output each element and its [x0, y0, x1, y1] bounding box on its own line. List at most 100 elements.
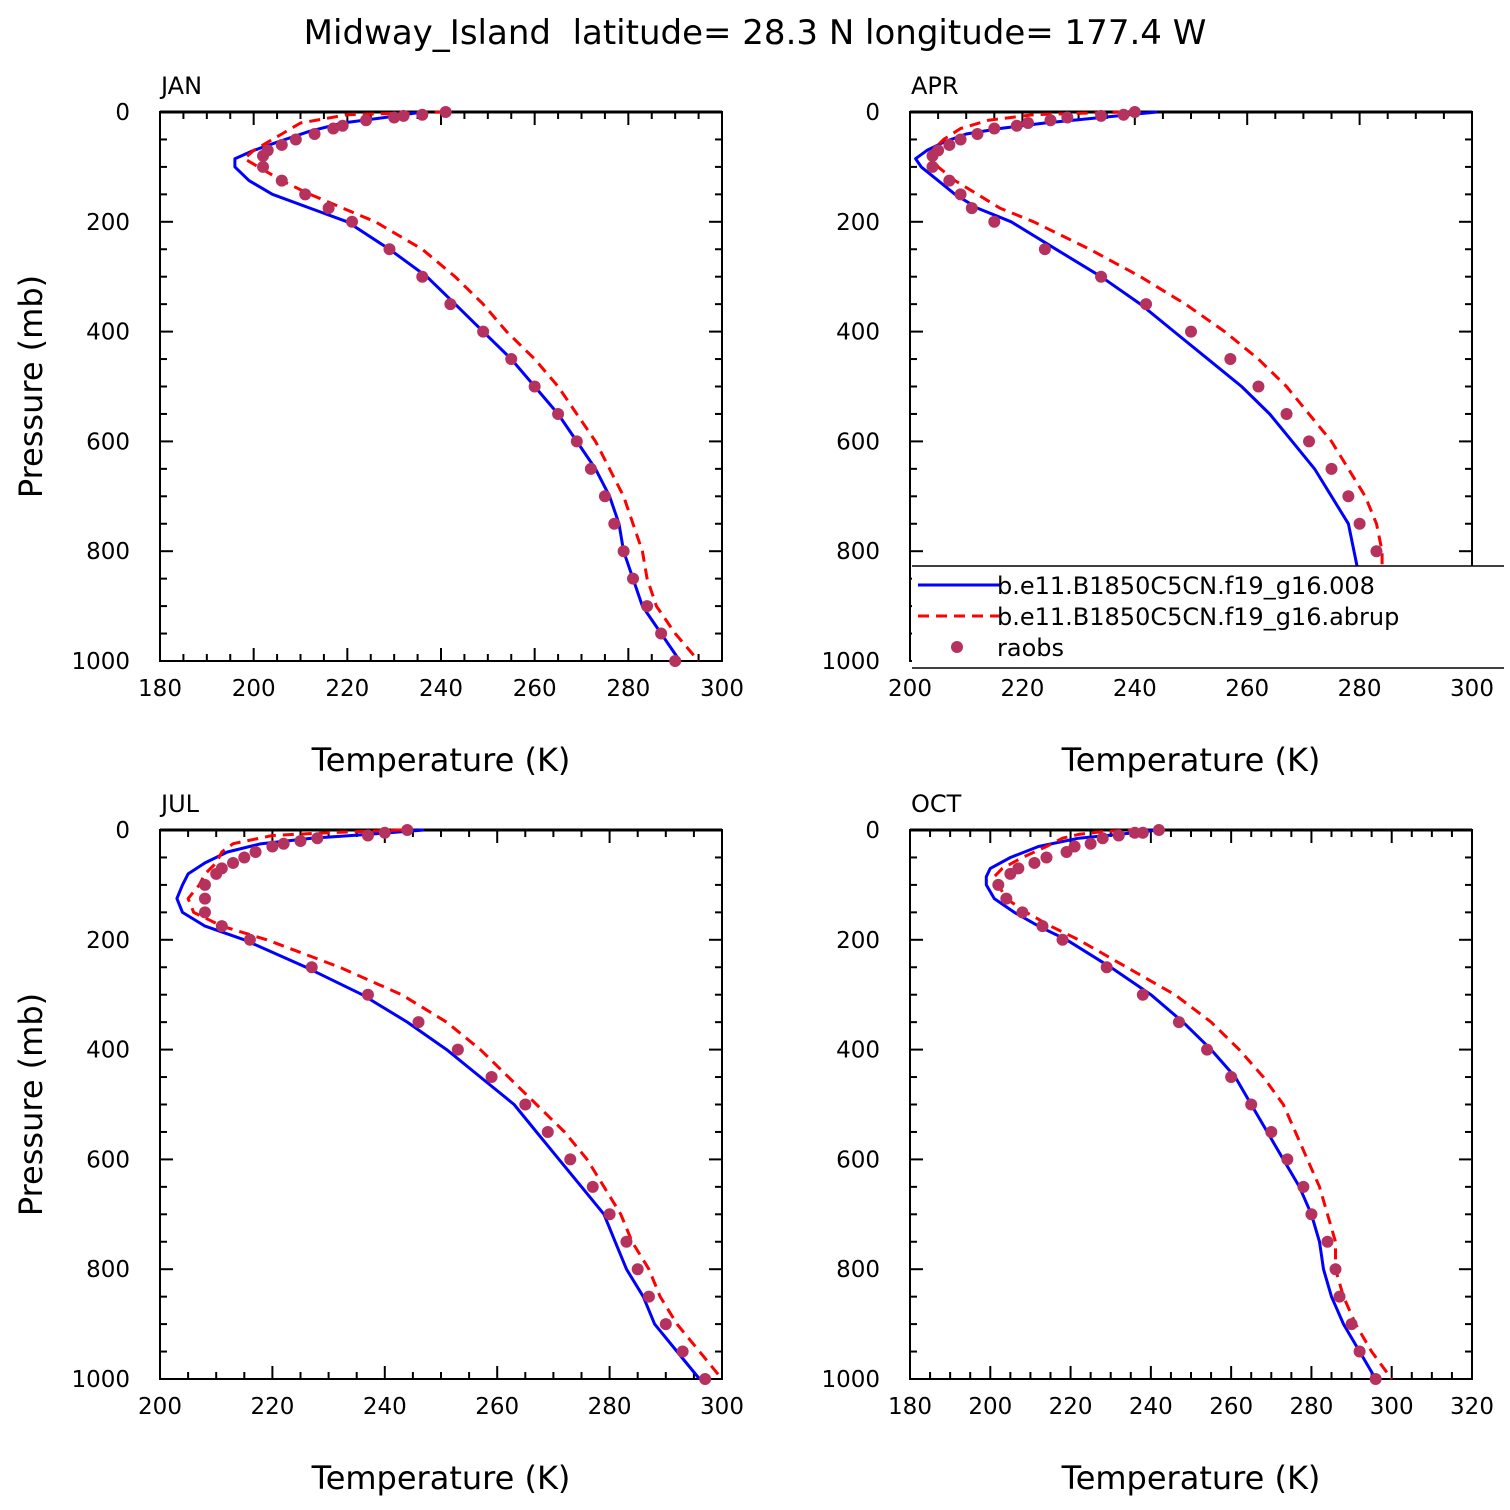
raobs-marker: [1172, 1016, 1185, 1029]
raobs-marker: [1022, 116, 1035, 129]
raobs-marker: [586, 1180, 599, 1193]
raobs-marker: [412, 1016, 425, 1029]
raobs-marker: [1140, 298, 1153, 311]
raobs-marker: [1117, 108, 1130, 121]
y-tick-label: 0: [115, 100, 130, 126]
x-tick-label: 240: [1129, 1394, 1173, 1420]
raobs-marker: [361, 988, 374, 1001]
x-tick-label: 220: [250, 1394, 294, 1420]
raobs-marker: [699, 1373, 712, 1385]
raobs-marker: [1152, 824, 1165, 836]
x-tick-label: 280: [588, 1394, 632, 1420]
raobs-marker: [1100, 961, 1113, 974]
raobs-marker: [1136, 988, 1149, 1001]
panel-jul: 200 220 240 260 280 300 0 200 400 600 800 1000 Tempe…: [12, 790, 744, 1497]
y-tick-label: 600: [836, 1147, 880, 1173]
raobs-marker: [1333, 1290, 1346, 1303]
x-tick-label: 220: [1049, 1394, 1093, 1420]
raobs-marker: [564, 1153, 577, 1166]
y-tick-label: 1000: [821, 1367, 880, 1393]
y-tick-label: 400: [86, 320, 130, 346]
y-tick-label: 1000: [821, 649, 880, 675]
y-tick-label: 1000: [71, 1367, 130, 1393]
raobs-marker: [1297, 1180, 1310, 1193]
raobs-marker: [659, 1318, 672, 1331]
raobs-marker: [322, 202, 335, 215]
raobs-marker: [988, 215, 1001, 228]
y-tick-label: 600: [836, 429, 880, 455]
x-tick-label: 260: [513, 676, 557, 702]
raobs-marker: [603, 1208, 616, 1221]
raobs-marker: [275, 174, 288, 187]
y-tick-label: 0: [865, 100, 880, 126]
raobs-marker: [1345, 1318, 1358, 1331]
y-tick-label: 800: [86, 539, 130, 565]
raobs-marker: [383, 243, 396, 256]
raobs-marker: [1061, 111, 1074, 124]
y-tick-label: 400: [86, 1038, 130, 1064]
raobs-marker: [215, 920, 228, 933]
raobs-marker: [238, 851, 251, 864]
y-axis-title: Pressure (mb): [12, 275, 50, 498]
raobs-marker: [1060, 845, 1073, 858]
series-line-control: [175, 828, 701, 1380]
raobs-marker: [416, 108, 429, 121]
raobs-marker: [1004, 867, 1017, 880]
raobs-marker: [1353, 1345, 1366, 1358]
raobs-marker: [257, 149, 270, 162]
raobs-marker: [1201, 1043, 1214, 1056]
raobs-marker: [227, 856, 240, 869]
raobs-marker: [552, 407, 565, 420]
raobs-marker: [641, 600, 654, 613]
y-axis-title: Pressure (mb): [12, 993, 50, 1216]
x-axis-title: Temperature (K): [311, 741, 571, 779]
raobs-marker: [305, 961, 318, 974]
legend-label: b.e11.B1850C5CN.f19_g16.abrup: [997, 603, 1399, 631]
raobs-marker: [620, 1235, 633, 1248]
raobs-marker: [1245, 1098, 1258, 1111]
figure-title: Midway_Island latitude= 28.3 N longitude…: [304, 13, 1207, 53]
raobs-marker: [1252, 380, 1265, 393]
raobs-marker: [198, 878, 211, 891]
panel-label: APR: [911, 72, 959, 100]
raobs-marker: [1185, 325, 1197, 338]
raobs-marker: [1225, 1071, 1238, 1084]
raobs-marker: [1342, 490, 1355, 503]
raobs-marker: [1084, 837, 1097, 850]
raobs-marker: [1010, 119, 1023, 132]
raobs-marker: [954, 188, 967, 201]
plot-area: [175, 824, 722, 1385]
panel-label: OCT: [911, 790, 962, 818]
raobs-marker: [1038, 243, 1051, 256]
raobs-marker: [1329, 1263, 1342, 1276]
plot-area: [984, 824, 1393, 1385]
raobs-marker: [477, 325, 490, 338]
x-tick-label: 280: [1289, 1394, 1333, 1420]
raobs-marker: [266, 840, 279, 853]
x-axis-title: Temperature (K): [1061, 741, 1321, 779]
raobs-marker: [926, 149, 939, 162]
x-tick-label: 300: [1370, 1394, 1414, 1420]
raobs-marker: [631, 1263, 644, 1276]
raobs-marker: [249, 845, 262, 858]
raobs-marker: [1128, 826, 1141, 839]
y-tick-label: 800: [836, 539, 880, 565]
raobs-marker: [570, 435, 583, 448]
raobs-marker: [485, 1071, 498, 1084]
plot-area: [233, 106, 700, 667]
x-tick-label: 320: [1450, 1394, 1494, 1420]
raobs-marker: [1040, 851, 1053, 864]
raobs-marker: [451, 1043, 464, 1056]
y-tick-label: 400: [836, 320, 880, 346]
raobs-marker: [627, 572, 640, 585]
raobs-marker: [1224, 353, 1237, 366]
y-tick-label: 400: [836, 1038, 880, 1064]
raobs-marker: [519, 1098, 532, 1111]
x-tick-label: 260: [1209, 1394, 1253, 1420]
x-tick-label: 200: [888, 676, 932, 702]
series-line-control: [984, 828, 1377, 1380]
raobs-marker: [1128, 106, 1141, 118]
raobs-marker: [311, 832, 324, 845]
panel-label: JAN: [159, 72, 202, 100]
